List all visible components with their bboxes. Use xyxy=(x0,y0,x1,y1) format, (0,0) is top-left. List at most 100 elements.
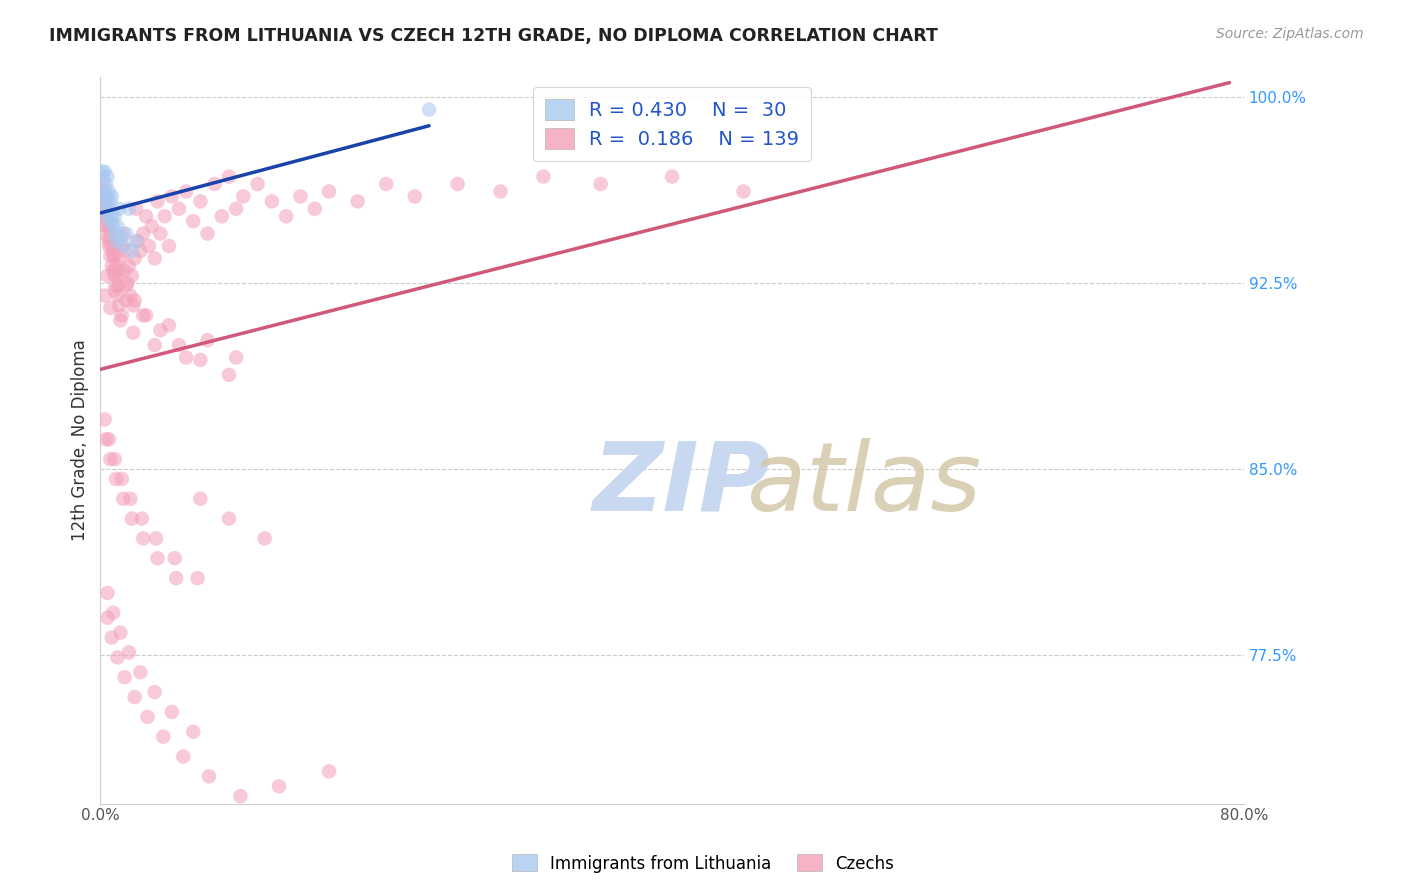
Point xyxy=(104,284,127,298)
Point xyxy=(96,209,118,223)
Point xyxy=(661,169,683,184)
Point xyxy=(93,288,115,302)
Point xyxy=(149,323,172,337)
Point xyxy=(418,103,440,117)
Point xyxy=(94,177,117,191)
Point xyxy=(103,244,125,258)
Point xyxy=(93,164,115,178)
Point xyxy=(204,177,226,191)
Point xyxy=(110,252,132,266)
Point xyxy=(135,209,157,223)
Point xyxy=(190,491,212,506)
Point xyxy=(98,301,121,315)
Point xyxy=(122,326,145,340)
Point xyxy=(181,214,204,228)
Point xyxy=(110,313,132,327)
Point xyxy=(104,249,127,263)
Point xyxy=(143,252,166,266)
Point xyxy=(118,202,141,216)
Point xyxy=(121,268,143,283)
Point xyxy=(152,730,174,744)
Point xyxy=(98,452,121,467)
Point xyxy=(96,209,118,223)
Point xyxy=(105,472,128,486)
Point xyxy=(260,194,283,209)
Point xyxy=(157,239,180,253)
Point xyxy=(105,259,128,273)
Legend: Immigrants from Lithuania, Czechs: Immigrants from Lithuania, Czechs xyxy=(505,847,901,880)
Point xyxy=(112,227,135,241)
Point xyxy=(318,185,340,199)
Point xyxy=(105,234,128,248)
Point xyxy=(143,685,166,699)
Point xyxy=(103,219,125,234)
Point xyxy=(118,645,141,659)
Text: IMMIGRANTS FROM LITHUANIA VS CZECH 12TH GRADE, NO DIPLOMA CORRELATION CHART: IMMIGRANTS FROM LITHUANIA VS CZECH 12TH … xyxy=(49,27,938,45)
Point xyxy=(101,209,124,223)
Point xyxy=(96,229,118,244)
Point xyxy=(181,724,204,739)
Point xyxy=(218,511,240,525)
Point xyxy=(111,472,134,486)
Point xyxy=(125,202,148,216)
Point xyxy=(96,586,118,600)
Point xyxy=(218,169,240,184)
Point xyxy=(132,309,155,323)
Point xyxy=(97,234,120,248)
Point xyxy=(160,189,183,203)
Point xyxy=(533,169,555,184)
Point xyxy=(129,244,152,258)
Point xyxy=(118,259,141,273)
Point xyxy=(246,177,269,191)
Point xyxy=(103,249,125,263)
Point xyxy=(120,491,142,506)
Point xyxy=(108,298,131,312)
Point xyxy=(404,189,426,203)
Point xyxy=(108,278,131,293)
Point xyxy=(94,432,117,446)
Point xyxy=(138,239,160,253)
Point xyxy=(101,631,124,645)
Point xyxy=(146,551,169,566)
Point xyxy=(163,551,186,566)
Point xyxy=(97,239,120,253)
Point xyxy=(375,177,398,191)
Point xyxy=(107,268,129,283)
Point xyxy=(172,749,194,764)
Point xyxy=(122,298,145,312)
Point xyxy=(104,452,127,467)
Point xyxy=(97,432,120,446)
Point xyxy=(93,202,115,216)
Point xyxy=(127,234,149,248)
Point xyxy=(115,227,138,241)
Point xyxy=(304,202,326,216)
Point xyxy=(253,532,276,546)
Point xyxy=(143,338,166,352)
Point xyxy=(290,189,312,203)
Point xyxy=(160,705,183,719)
Point xyxy=(93,412,115,426)
Point xyxy=(107,219,129,234)
Point xyxy=(96,169,118,184)
Point xyxy=(225,202,247,216)
Point xyxy=(117,276,139,290)
Point xyxy=(132,532,155,546)
Point xyxy=(97,185,120,199)
Point xyxy=(141,219,163,234)
Point xyxy=(96,268,118,283)
Point xyxy=(174,351,197,365)
Point xyxy=(135,309,157,323)
Point xyxy=(91,202,114,216)
Point xyxy=(112,239,135,253)
Point xyxy=(124,293,146,308)
Point xyxy=(174,185,197,199)
Point xyxy=(103,264,125,278)
Point xyxy=(114,670,136,684)
Point xyxy=(93,209,115,223)
Point xyxy=(110,625,132,640)
Point xyxy=(101,189,124,203)
Point xyxy=(111,309,134,323)
Point xyxy=(112,491,135,506)
Point xyxy=(190,194,212,209)
Point xyxy=(120,288,142,302)
